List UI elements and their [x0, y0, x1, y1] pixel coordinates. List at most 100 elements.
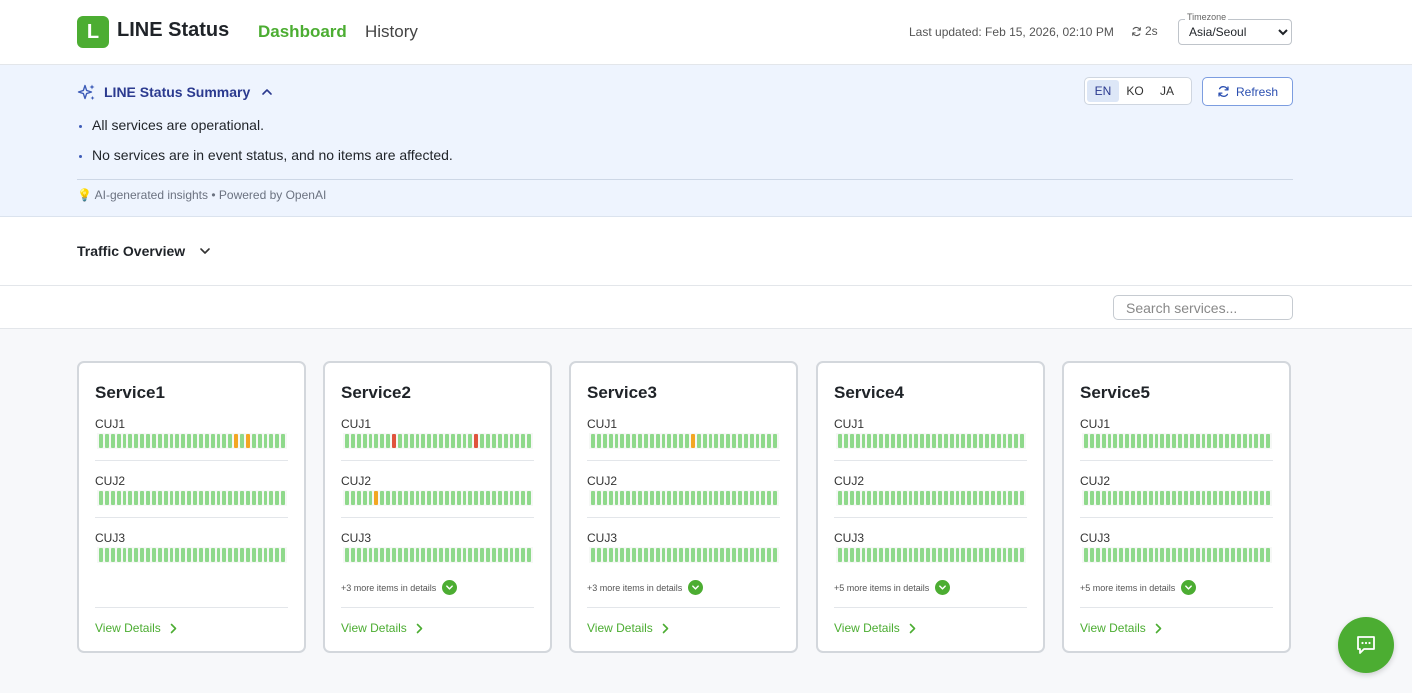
status-bar-green[interactable] [403, 491, 408, 505]
status-bar-green[interactable] [755, 434, 760, 448]
status-bar-green[interactable] [937, 491, 942, 505]
status-bar-green[interactable] [503, 491, 508, 505]
status-bar-green[interactable] [345, 491, 349, 505]
status-bar-green[interactable] [1136, 548, 1141, 562]
status-bar-green[interactable] [503, 548, 508, 562]
status-bar-green[interactable] [920, 434, 925, 448]
status-bar-green[interactable] [134, 491, 139, 505]
status-bar-green[interactable] [397, 434, 402, 448]
status-bar-green[interactable] [873, 434, 878, 448]
status-bar-green[interactable] [275, 434, 280, 448]
status-bar-green[interactable] [356, 548, 361, 562]
status-bar-green[interactable] [204, 491, 209, 505]
status-bar-green[interactable] [421, 548, 426, 562]
status-bar-green[interactable] [726, 434, 730, 448]
status-bar-green[interactable] [193, 548, 197, 562]
status-bar-green[interactable] [1201, 548, 1206, 562]
status-bar-green[interactable] [602, 491, 607, 505]
status-bar-green[interactable] [257, 491, 262, 505]
status-bar-green[interactable] [908, 491, 913, 505]
status-bar-green[interactable] [843, 434, 848, 448]
service-card[interactable]: Service4 CUJ1 CUJ2 CUJ3 +5 more items in det… [816, 361, 1045, 653]
status-bar-green[interactable] [116, 548, 121, 562]
status-bar-green[interactable] [867, 434, 872, 448]
status-bar-green[interactable] [403, 434, 408, 448]
status-bar-green[interactable] [462, 548, 467, 562]
status-bar-green[interactable] [1095, 434, 1100, 448]
status-bar-green[interactable] [1213, 548, 1218, 562]
status-bar-green[interactable] [1207, 491, 1212, 505]
status-bar-green[interactable] [480, 548, 484, 562]
status-bar-green[interactable] [591, 548, 595, 562]
status-bar-green[interactable] [140, 491, 144, 505]
status-bar-green[interactable] [673, 434, 678, 448]
status-bar-green[interactable] [720, 491, 725, 505]
status-bar-green[interactable] [873, 548, 878, 562]
status-bar-green[interactable] [146, 434, 150, 448]
status-bar-green[interactable] [1154, 434, 1159, 448]
status-bar-green[interactable] [967, 434, 972, 448]
status-bar-green[interactable] [245, 491, 250, 505]
status-bar-green[interactable] [890, 548, 895, 562]
status-bar-green[interactable] [439, 491, 443, 505]
status-bar-green[interactable] [643, 434, 648, 448]
status-bar-green[interactable] [1266, 434, 1270, 448]
status-bar-green[interactable] [362, 491, 367, 505]
status-bar-green[interactable] [151, 434, 156, 448]
status-bar-green[interactable] [849, 491, 854, 505]
status-bar-green[interactable] [1002, 548, 1007, 562]
status-bar-green[interactable] [984, 491, 989, 505]
status-bar-green[interactable] [169, 491, 174, 505]
status-bar-green[interactable] [726, 548, 730, 562]
service-card[interactable]: Service3 CUJ1 CUJ2 CUJ3 +3 more items in det… [569, 361, 798, 653]
status-bar-green[interactable] [251, 434, 256, 448]
status-bar-green[interactable] [1266, 548, 1270, 562]
status-bar-red[interactable] [474, 434, 479, 448]
status-bar-green[interactable] [515, 548, 520, 562]
status-bar-green[interactable] [591, 434, 595, 448]
status-bar-green[interactable] [1154, 491, 1159, 505]
status-bar-green[interactable] [409, 434, 414, 448]
status-bar-green[interactable] [345, 434, 349, 448]
status-bar-green[interactable] [386, 548, 390, 562]
status-bar-orange[interactable] [245, 434, 250, 448]
status-bar-green[interactable] [1084, 491, 1088, 505]
status-bar-green[interactable] [444, 434, 449, 448]
status-bar-green[interactable] [110, 434, 115, 448]
status-bar-green[interactable] [427, 491, 432, 505]
app-logo[interactable]: L [77, 16, 109, 48]
status-bar-green[interactable] [602, 434, 607, 448]
status-bar-green[interactable] [879, 548, 883, 562]
status-bar-green[interactable] [843, 491, 848, 505]
status-bar-green[interactable] [673, 548, 678, 562]
status-bar-green[interactable] [228, 548, 233, 562]
status-bar-green[interactable] [128, 434, 133, 448]
status-bar-green[interactable] [1254, 548, 1259, 562]
status-bar-green[interactable] [1230, 491, 1235, 505]
status-bar-green[interactable] [979, 434, 983, 448]
chevron-down-icon[interactable] [442, 580, 458, 595]
summary-title[interactable]: LINE Status Summary [104, 84, 251, 100]
status-bar-green[interactable] [116, 434, 121, 448]
status-bar-green[interactable] [1002, 434, 1007, 448]
status-bar-green[interactable] [456, 548, 461, 562]
status-bar-green[interactable] [596, 491, 601, 505]
status-bar-green[interactable] [474, 548, 479, 562]
nav-history[interactable]: History [365, 22, 418, 41]
status-bar-green[interactable] [885, 434, 889, 448]
lang-ja-button[interactable]: JA [1151, 80, 1183, 102]
status-bar-green[interactable] [193, 434, 197, 448]
status-bar-green[interactable] [187, 491, 191, 505]
status-bar-green[interactable] [491, 548, 496, 562]
status-bar-green[interactable] [181, 491, 186, 505]
status-bar-green[interactable] [515, 434, 520, 448]
status-bar-green[interactable] [838, 548, 842, 562]
status-bar-green[interactable] [110, 548, 115, 562]
status-bar-green[interactable] [955, 491, 960, 505]
more-items-note[interactable]: +5 more items in details [834, 580, 951, 595]
status-bar-green[interactable] [932, 434, 936, 448]
status-bar-green[interactable] [140, 548, 144, 562]
status-bar-green[interactable] [849, 434, 854, 448]
lang-ko-button[interactable]: KO [1119, 80, 1151, 102]
status-bar-green[interactable] [175, 548, 180, 562]
